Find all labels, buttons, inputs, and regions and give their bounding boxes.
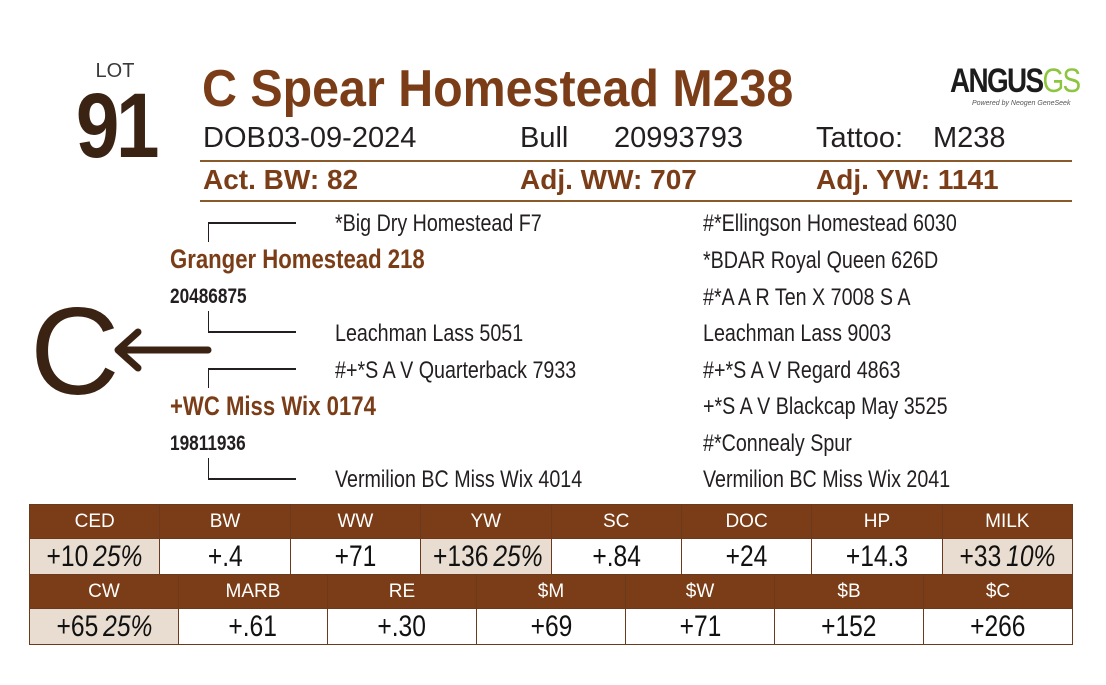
epd-header-yw: YW: [420, 504, 552, 539]
adjusted-yw: Adj. YW: 1141: [816, 164, 999, 195]
pedigree-bracket: [208, 368, 209, 388]
epd-header-ww: WW: [289, 504, 422, 539]
actual-bw: Act. BW: 82: [203, 164, 359, 195]
epd-number: +.84: [591, 539, 641, 573]
epd-number: +24: [725, 539, 768, 573]
logo-tagline: Powered by Neogen GeneSeek: [972, 100, 1071, 107]
pedigree-bracket: [208, 311, 209, 332]
epd-table-1: CED BW WW YW SC DOC HP MILK +10 25% +.4 +71 +136 25%…: [28, 504, 1074, 575]
epd-value-sc: +.84: [550, 538, 682, 575]
dam-sire: #+*S A V Quarterback 7933: [335, 357, 577, 384]
lot-label: LOT: [95, 60, 135, 82]
epd-header-cw: CW: [29, 574, 179, 609]
epd-value-dollar-b: +152: [774, 608, 924, 645]
epd-accuracy: 10%: [1006, 539, 1056, 573]
epd-value-milk: +33 10%: [941, 538, 1074, 575]
sire-name: Granger Homestead 218: [170, 244, 425, 274]
epd-number: +.61: [228, 609, 278, 643]
divider-top: [200, 160, 1072, 162]
dam-sire-dam: +*S A V Blackcap May 3525: [703, 393, 948, 420]
epd-number: +71: [334, 539, 377, 573]
epd-table-2: CW MARB RE $M $W $B $C +65 25% +.61 +.30 +69 +71 +15…: [29, 574, 1073, 645]
epd-header-sc: SC: [550, 504, 682, 539]
sire-dam-sire: #*A A R Ten X 7008 S A: [703, 284, 911, 311]
sex-value: Bull: [520, 122, 569, 154]
epd-number: +14.3: [845, 539, 909, 573]
epd-header-dollar-b: $B: [774, 574, 924, 609]
sire-dam-dam: Leachman Lass 9003: [703, 320, 892, 347]
dam-dam: Vermilion BC Miss Wix 4014: [335, 466, 583, 493]
lot-number: 91: [75, 75, 160, 177]
tattoo-value: M238: [933, 122, 1006, 154]
epd-value-re: +.30: [327, 608, 477, 645]
dam-dam-sire: #*Connealy Spur: [703, 430, 852, 457]
dam-sire-sire: #+*S A V Regard 4863: [703, 357, 901, 384]
epd-number: +.30: [377, 609, 427, 643]
pedigree-line: [208, 222, 296, 224]
epd-header-re: RE: [327, 574, 477, 609]
epd-number: +.4: [207, 539, 243, 573]
dam-dam-dam: Vermilion BC Miss Wix 2041: [703, 466, 951, 493]
epd-header-ced: CED: [28, 504, 161, 539]
epd-number: +71: [679, 609, 721, 643]
pedigree-line: [208, 478, 296, 480]
pedigree-line: [208, 368, 296, 370]
epd-value-dollar-m: +69: [476, 608, 626, 645]
sire-sire-dam: *BDAR Royal Queen 626D: [703, 247, 939, 274]
left-arrow-icon: [114, 328, 212, 372]
epd-value-ww: +71: [289, 538, 422, 575]
dob-value: 03-09-2024: [268, 122, 417, 154]
adjusted-ww: Adj. WW: 707: [520, 164, 697, 195]
epd-value-hp: +14.3: [811, 538, 943, 575]
epd-value-doc: +24: [680, 538, 813, 575]
epd-accuracy: 25%: [102, 609, 152, 643]
logo-wordmark: ANGUSGS: [950, 62, 1081, 100]
animal-name: C Spear Homestead M238: [202, 60, 794, 118]
dam-registration: 19811936: [170, 432, 246, 455]
sire-sire-sire: #*Ellingson Homestead 6030: [703, 210, 957, 237]
epd-value-marb: +.61: [178, 608, 328, 645]
epd-header-marb: MARB: [178, 574, 328, 609]
dob-label: DOB:: [203, 122, 274, 154]
epd-header-milk: MILK: [941, 504, 1074, 539]
tattoo-label: Tattoo:: [816, 122, 904, 154]
epd-header-hp: HP: [811, 504, 943, 539]
epd-number: +65: [56, 609, 98, 643]
epd-accuracy: 25%: [93, 539, 143, 573]
designation-letter: C: [30, 283, 120, 421]
epd-number: +152: [821, 609, 877, 643]
pedigree-bracket: [208, 458, 209, 479]
registration-number: 20993793: [614, 122, 744, 154]
epd-number: +10: [46, 539, 89, 573]
epd-value-ced: +10 25%: [28, 538, 161, 575]
epd-header-dollar-c: $C: [923, 574, 1073, 609]
sire-dam: Leachman Lass 5051: [335, 320, 524, 347]
epd-header-bw: BW: [159, 504, 291, 539]
divider-bottom: [200, 200, 1072, 202]
angus-gs-logo: ANGUSGS Powered by Neogen GeneSeek: [950, 62, 1081, 112]
epd-number: +33: [959, 539, 1002, 573]
epd-value-yw: +136 25%: [420, 538, 552, 575]
sire-sire: *Big Dry Homestead F7: [335, 210, 542, 237]
epd-value-dollar-w: +71: [625, 608, 775, 645]
epd-number: +136: [433, 539, 489, 573]
epd-number: +266: [970, 609, 1026, 643]
dam-name: +WC Miss Wix 0174: [170, 391, 376, 421]
epd-value-bw: +.4: [159, 538, 291, 575]
pedigree-line: [208, 331, 296, 333]
pedigree-bracket: [208, 222, 209, 242]
epd-number: +69: [530, 609, 572, 643]
epd-header-doc: DOC: [680, 504, 813, 539]
epd-value-dollar-c: +266: [923, 608, 1073, 645]
epd-accuracy: 25%: [493, 539, 543, 573]
epd-value-cw: +65 25%: [29, 608, 179, 645]
epd-header-dollar-m: $M: [476, 574, 626, 609]
epd-header-dollar-w: $W: [625, 574, 775, 609]
sire-registration: 20486875: [170, 285, 247, 308]
